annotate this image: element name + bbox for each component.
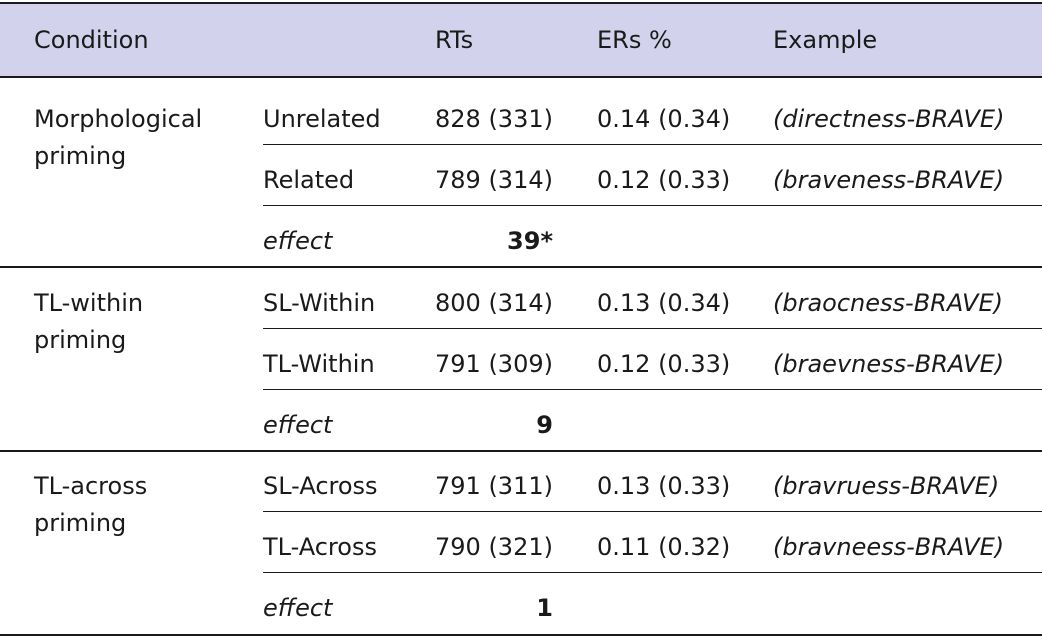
effect-value: 39*: [507, 227, 553, 255]
effect-label: effect: [263, 411, 333, 439]
row-example: (braveness-BRAVE): [773, 166, 1005, 194]
header-ers: ERs %: [597, 26, 672, 54]
row-label: TL-Within: [263, 350, 375, 378]
header-example: Example: [773, 26, 878, 54]
table-top-rule: [0, 2, 1042, 4]
row-divider: [263, 389, 1042, 390]
row-rts: 828 (331): [435, 105, 553, 133]
header-rts: RTs: [435, 26, 474, 54]
row-divider: [263, 144, 1042, 145]
row-example: (bravneess-BRAVE): [773, 533, 1005, 561]
group-divider-rule: [0, 450, 1042, 452]
effect-value: 1: [536, 594, 553, 622]
row-rts: 791 (309): [435, 350, 553, 378]
row-ers: 0.13 (0.33): [597, 472, 731, 500]
row-example: (directness-BRAVE): [773, 105, 1005, 133]
row-ers: 0.12 (0.33): [597, 350, 731, 378]
effect-label: effect: [263, 594, 333, 622]
group-divider-rule: [0, 266, 1042, 268]
header-condition: Condition: [34, 26, 149, 54]
row-example: (braocness-BRAVE): [773, 289, 1004, 317]
row-example: (bravruess-BRAVE): [773, 472, 1000, 500]
effect-value: 9: [536, 411, 553, 439]
row-rts: 790 (321): [435, 533, 553, 561]
row-divider: [263, 205, 1042, 206]
row-label: Unrelated: [263, 105, 381, 133]
row-label: SL-Across: [263, 472, 378, 500]
row-ers: 0.14 (0.34): [597, 105, 731, 133]
row-ers: 0.13 (0.34): [597, 289, 731, 317]
table-header-row: [0, 3, 1042, 76]
row-ers: 0.12 (0.33): [597, 166, 731, 194]
header-bottom-rule: [0, 76, 1042, 78]
group-condition-line: priming: [34, 326, 127, 354]
row-divider: [263, 511, 1042, 512]
group-condition-line: TL-within: [34, 289, 144, 317]
group-condition-line: priming: [34, 142, 127, 170]
row-rts: 800 (314): [435, 289, 553, 317]
table-bottom-rule: [0, 634, 1042, 636]
row-example: (braevness-BRAVE): [773, 350, 1005, 378]
row-ers: 0.11 (0.32): [597, 533, 731, 561]
row-rts: 791 (311): [435, 472, 553, 500]
row-divider: [263, 328, 1042, 329]
group-condition-line: Morphological: [34, 105, 203, 133]
row-rts: 789 (314): [435, 166, 553, 194]
row-label: Related: [263, 166, 355, 194]
group-condition-line: TL-across: [34, 472, 148, 500]
row-label: SL-Within: [263, 289, 376, 317]
row-label: TL-Across: [263, 533, 377, 561]
row-divider: [263, 572, 1042, 573]
effect-label: effect: [263, 227, 333, 255]
group-condition-line: priming: [34, 509, 127, 537]
